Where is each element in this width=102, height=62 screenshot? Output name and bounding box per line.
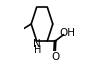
Text: OH: OH bbox=[60, 28, 76, 38]
Text: O: O bbox=[51, 52, 59, 62]
Text: N: N bbox=[33, 39, 41, 49]
Text: H: H bbox=[34, 45, 42, 55]
